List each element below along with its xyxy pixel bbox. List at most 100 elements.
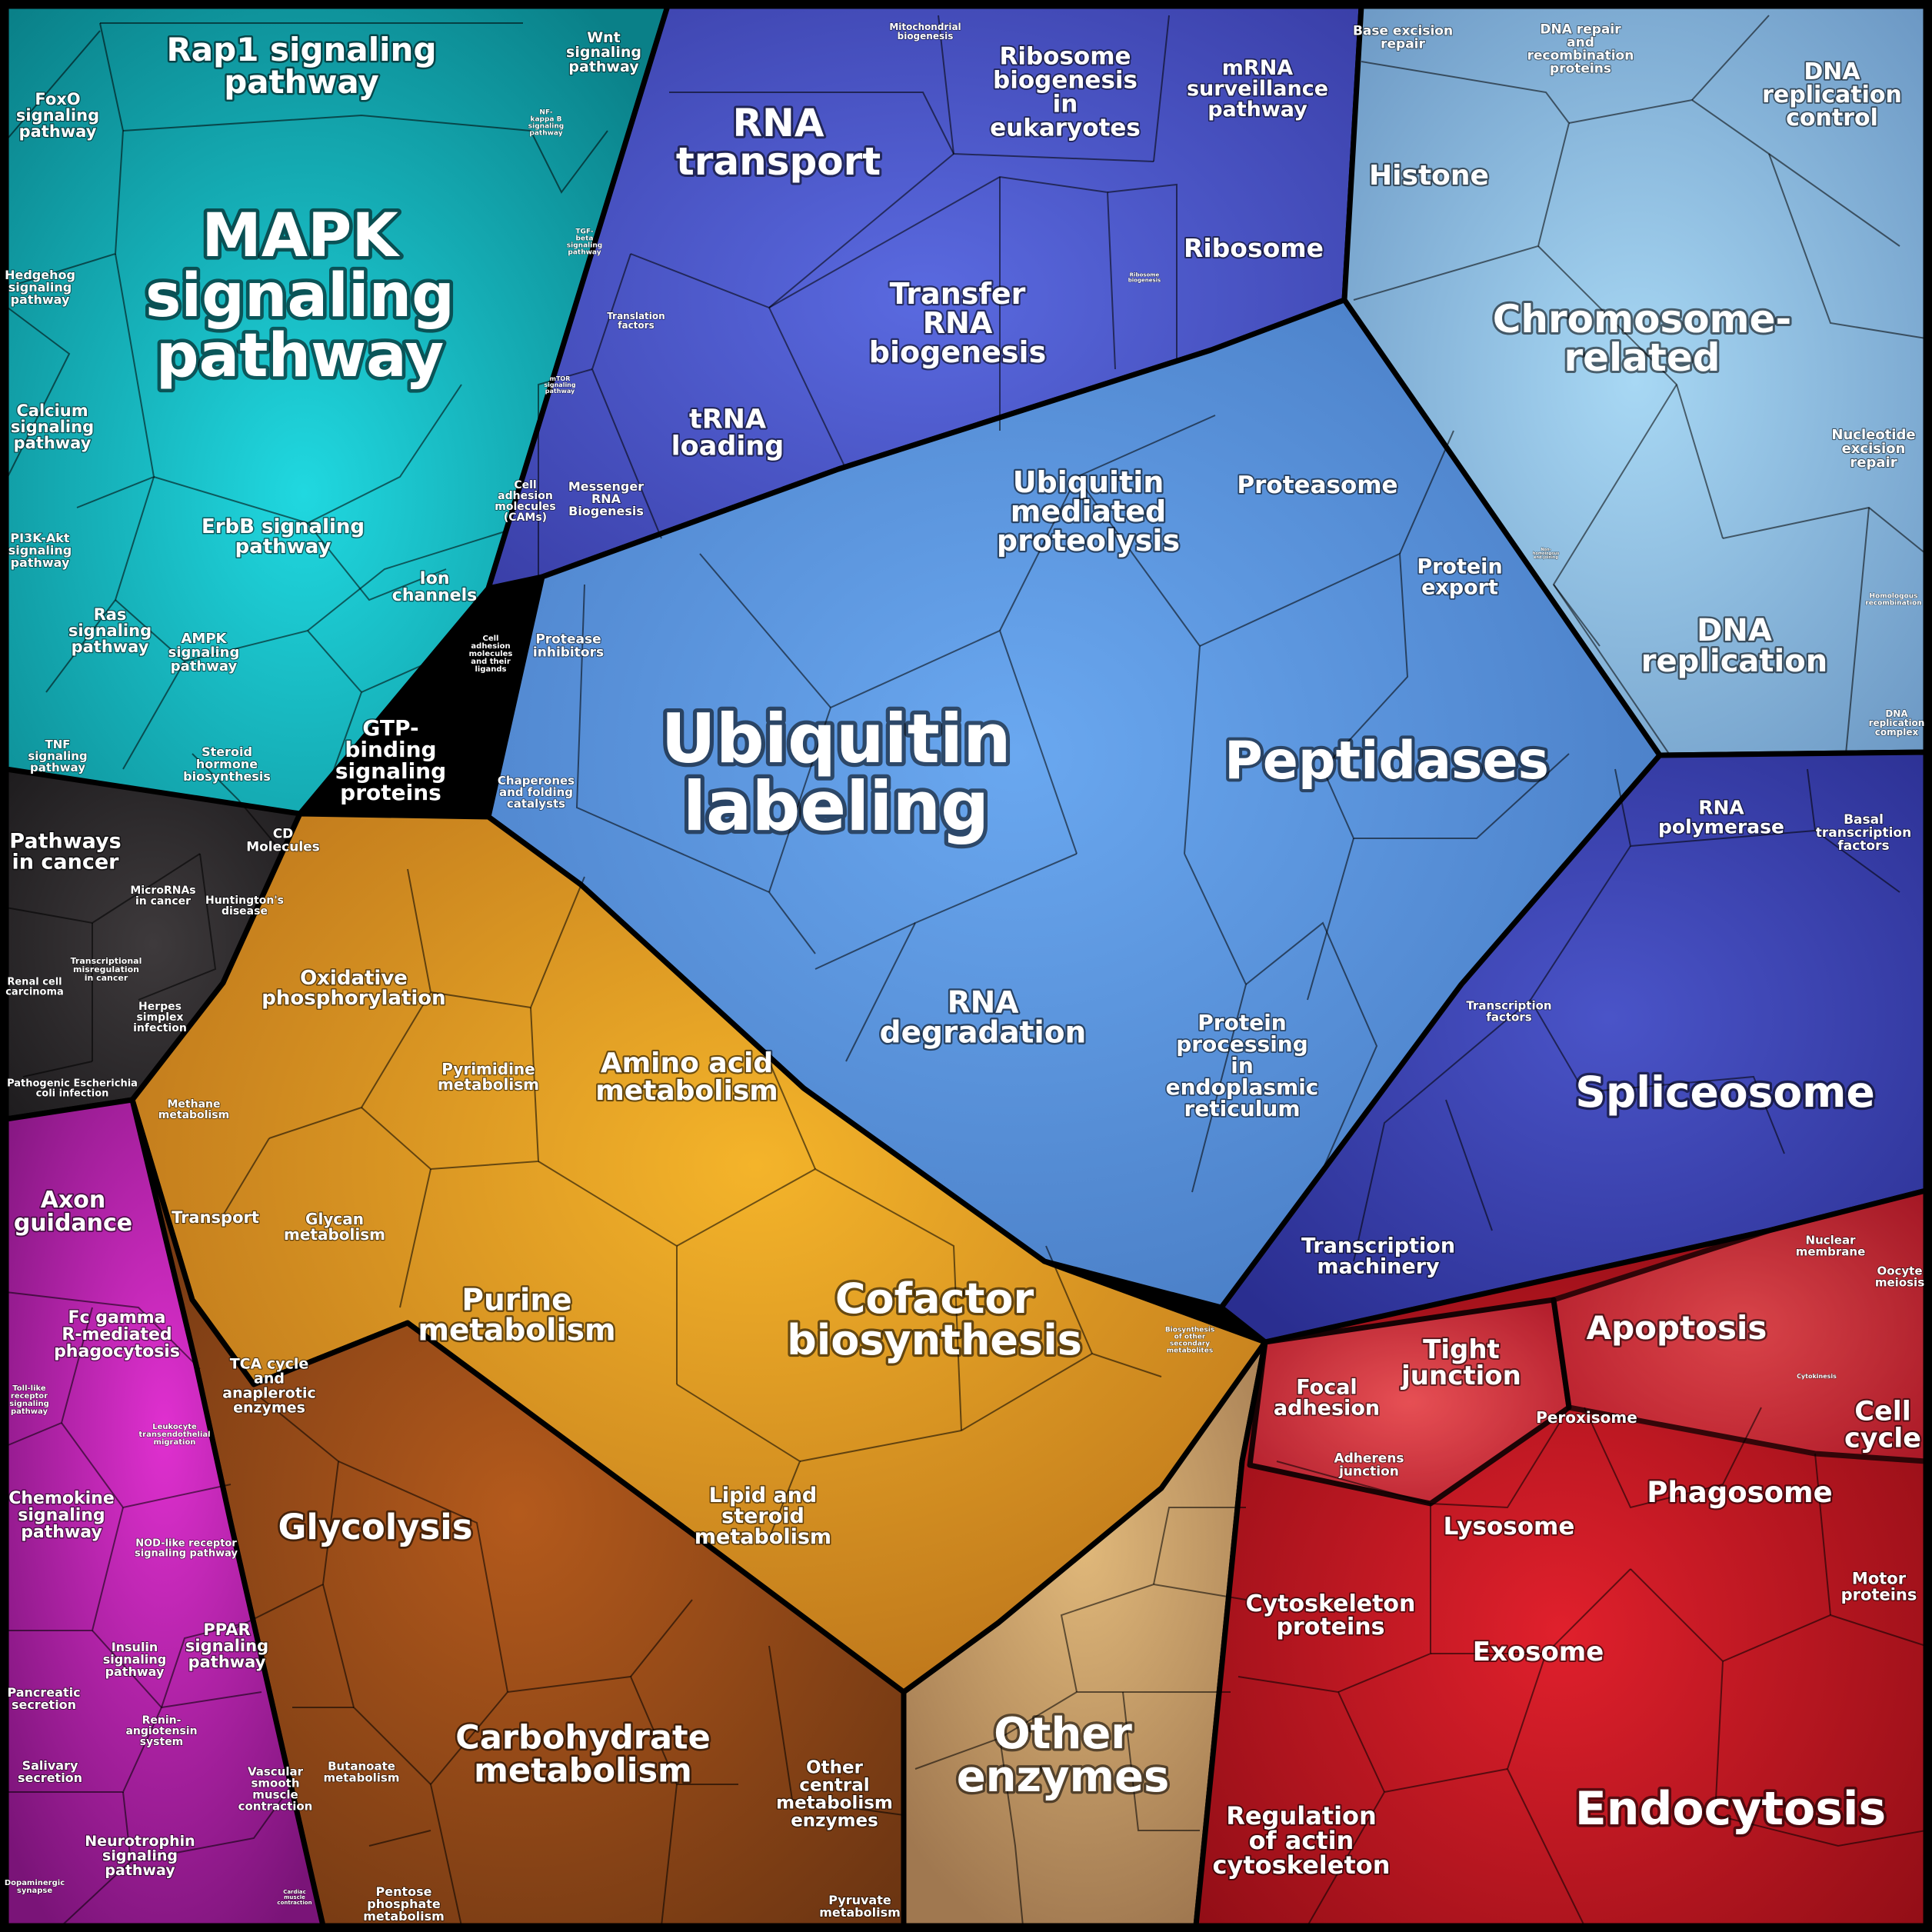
label-ribosome: Ribosome [1184,233,1324,263]
label-line: enzymes [791,1811,878,1831]
label-line: infection [133,1022,187,1034]
label-line: complex [1875,727,1919,738]
label-neurotroph: Neurotrophin signaling pathway [85,1833,195,1879]
label-line: Focal [1296,1375,1357,1399]
label-line: Phagosome [1647,1476,1832,1509]
label-line: replication [1869,718,1925,728]
label-insulin: Insulin signaling pathway [103,1640,166,1679]
label-line: eukaryotes [990,115,1141,142]
label-line: Lysosome [1444,1513,1575,1541]
label-trna-load: tRNA loading [671,405,784,462]
label-line: metabolism [284,1225,385,1244]
label-line: proteolysis [997,524,1180,558]
label-line: angiotensin [125,1725,197,1737]
label-line: Protein [1417,555,1502,578]
region-magenta [3,1097,326,1929]
label-line: RNA [1698,796,1744,818]
label-pi3k: PI3K-Akt signaling pathway [8,531,72,570]
label-line: MicroRNAs [130,884,195,897]
label-line: DNA repair [1540,22,1621,38]
label-homrec: Homologous recombination [1865,593,1921,608]
label-line: metabolism [418,1313,615,1347]
label-line: biosynthesis [183,769,271,784]
label-line: Wnt [587,29,621,46]
label-line: Pyrimidine [441,1060,535,1078]
label-line: Molecules [246,840,320,855]
label-line: Adherens [1334,1451,1404,1467]
label-line: and [254,1371,285,1387]
label-line: in cancer [12,850,120,874]
label-cytoskel: Cytoskeleton proteins [1246,1591,1416,1641]
label-line: Spliceosome [1575,1068,1875,1117]
label-dna-rc: DNA replication control [1762,58,1902,132]
label-cytokinesis: Cytokinesis [1797,1373,1837,1380]
label-ampk: AMPK signaling pathway [168,631,240,675]
label-line: secretion [12,1697,76,1712]
label-line: Glycan [305,1210,364,1228]
label-line: signaling [18,1506,105,1525]
label-purine: Purine metabolism [418,1283,615,1347]
label-tnf: TNF signaling pathway [28,738,87,774]
label-line: Cytokinesis [1797,1373,1837,1380]
label-line: Butanoate [328,1760,395,1774]
label-erbb: ErbB signaling pathway [202,515,365,558]
label-mapk: MAPK signaling pathway [145,202,455,391]
label-line: Pathways [9,829,121,853]
label-messenger: Messenger RNA Biogenesis [568,479,644,518]
label-line: pathway [19,122,97,141]
label-line: Pyruvate [828,1893,891,1907]
label-splice: Spliceosome [1575,1068,1875,1117]
label-axon: Axon guidance [14,1187,132,1237]
label-line: Amino acid [601,1048,773,1079]
label-lysosome: Lysosome [1444,1513,1575,1541]
label-vsmc: Vascular smooth muscle contraction [238,1765,313,1814]
label-line: DNA [1885,708,1908,719]
label-line: of actin [1249,1826,1354,1855]
label-line: DNA [1804,58,1860,85]
label-tf: Transcription factors [1466,999,1551,1024]
label-line: disease [222,905,268,918]
label-line: GTP- [362,715,418,741]
label-nhej: Non-homologous end-joining [1533,548,1559,560]
label-ecoli: Pathogenic Escherichia coli infection [7,1078,138,1099]
label-line: pathway [105,1862,175,1879]
label-panc: Pancreatic secretion [7,1685,80,1712]
label-line: contraction [277,1900,311,1906]
label-line: Hedgehog [5,268,75,282]
label-prot-er: Protein processing in endoplasmic reticulum [1166,1010,1319,1121]
label-line: signaling [9,1400,49,1408]
label-line: Tight [1423,1334,1500,1365]
label-chaperones: Chaperones and folding catalysts [498,774,575,811]
label-ubq-label: Ubiquitin labeling [661,699,1011,846]
label-protease-inh: Protease inhibitors [533,632,604,661]
label-line: cytoskeleton [1212,1850,1390,1880]
label-line: catalysts [507,797,565,811]
label-line: membrane [1796,1245,1866,1259]
label-line: Pathogenic Escherichia [7,1078,138,1089]
label-line: Vascular [248,1765,304,1779]
label-line: phosphate [367,1897,441,1911]
label-dna-repl: DNA replication [1641,613,1827,679]
label-line: degradation [880,1015,1087,1050]
label-line: proteins [340,780,441,805]
label-line: labeling [683,767,989,846]
label-line: pathway [235,535,331,558]
label-line: inhibitors [533,645,604,661]
label-line: Nuclear [1806,1234,1857,1247]
label-line: Herpes [138,1001,182,1013]
label-line: Huntington's [205,894,284,907]
label-trna-bio: Transfer RNA biogenesis [869,277,1046,369]
label-line: NOD-like receptor [135,1537,237,1549]
label-line: Biosynthesis [1165,1327,1214,1334]
label-line: Insulin [112,1640,158,1654]
label-line: mTOR [550,375,571,382]
label-line: contraction [238,1800,313,1814]
label-chemokine: Chemokine signaling pathway [8,1489,115,1542]
label-line: factors [1837,838,1889,854]
label-line: Chemokine [8,1489,115,1508]
label-line: factors [1486,1011,1531,1024]
label-line: excision [1842,441,1906,457]
label-line: Salivary [22,1758,78,1773]
label-line: Protease [535,632,601,648]
label-pyruvate: Pyruvate metabolism [819,1893,901,1920]
